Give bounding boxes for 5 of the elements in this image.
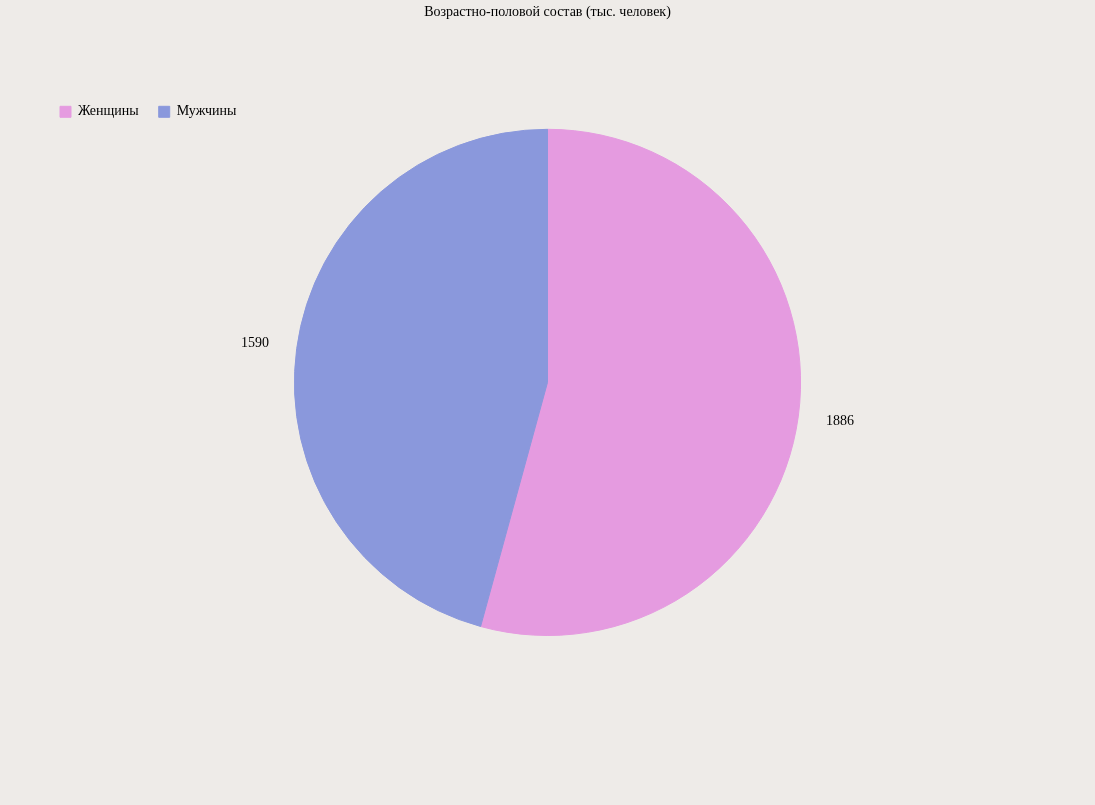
- legend-label: Женщины: [78, 103, 140, 119]
- data-label: 1886: [825, 413, 854, 429]
- legend-label: Мужчины: [176, 103, 237, 119]
- chart-title: Возрастно-половой состав (тыс. человек): [424, 4, 672, 21]
- data-label: 1590: [241, 334, 270, 350]
